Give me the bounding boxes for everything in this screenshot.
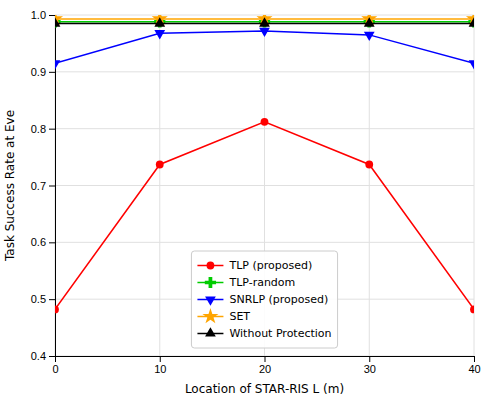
y-tick: 0.7 xyxy=(31,180,55,192)
legend-label: SET xyxy=(229,310,250,323)
y-tick: 1.0 xyxy=(31,9,55,21)
y-tick: 0.4 xyxy=(31,350,55,362)
x-axis-line xyxy=(56,357,475,363)
y-tick-mark xyxy=(49,356,55,357)
series-marker xyxy=(55,60,60,69)
legend-swatch-marker xyxy=(207,262,215,270)
x-tick: 40 xyxy=(468,356,480,375)
grid xyxy=(55,15,474,356)
legend: TLP (proposed) TLP-random SNRLP (proposed)… xyxy=(191,251,337,348)
series-marker xyxy=(259,28,270,37)
grid-line-y xyxy=(55,185,474,186)
series-marker xyxy=(154,30,165,39)
y-tick: 0.8 xyxy=(31,123,55,135)
y-tick: 0.9 xyxy=(31,66,55,78)
y-tick: 0.5 xyxy=(31,293,55,305)
legend-label: SNRLP (proposed) xyxy=(229,293,328,306)
y-tick: 0.6 xyxy=(31,236,55,248)
series-marker xyxy=(365,161,373,169)
series-marker xyxy=(364,32,375,41)
legend-item: TLP (proposed) xyxy=(197,259,312,272)
legend-swatch-marker xyxy=(205,296,216,305)
x-tick-label: 0 xyxy=(52,363,58,375)
legend-item: Without Protection xyxy=(197,327,331,340)
grid-line-y xyxy=(55,128,474,129)
series-marker xyxy=(156,161,164,169)
x-tick-mark xyxy=(265,356,266,362)
x-tick-label: 20 xyxy=(259,363,271,375)
y-tick-mark xyxy=(49,129,55,130)
x-tick: 10 xyxy=(154,356,166,375)
y-tick-mark xyxy=(49,186,55,187)
series-marker xyxy=(259,17,270,26)
series-marker xyxy=(469,60,474,69)
x-axis-title: Location of STAR-RIS L (m) xyxy=(185,382,344,396)
grid-line-y xyxy=(55,242,474,243)
y-axis-title: Task Success Rate at Eve xyxy=(3,110,17,262)
y-axis: 0.4 0.5 0.6 0.7 0.8 0.9 1.0 xyxy=(31,9,56,362)
x-axis: 0 10 20 30 40 xyxy=(52,356,480,375)
y-tick-label: 0.8 xyxy=(31,123,46,135)
x-tick: 20 xyxy=(259,356,271,375)
y-tick-label: 0.9 xyxy=(31,66,46,78)
x-tick-label: 30 xyxy=(364,363,376,375)
y-tick-label: 0.5 xyxy=(31,293,46,305)
y-tick-label: 1.0 xyxy=(31,9,46,21)
legend-item: TLP-random xyxy=(197,276,295,289)
legend-swatch-marker xyxy=(205,277,216,288)
x-tick-mark xyxy=(369,356,370,362)
legend-item: SNRLP (proposed) xyxy=(197,293,328,306)
y-axis-line xyxy=(49,16,56,357)
series-group xyxy=(55,15,474,313)
x-tick: 0 xyxy=(52,356,58,375)
series-marker xyxy=(261,118,269,126)
legend-swatch-marker xyxy=(205,327,216,336)
y-tick-mark xyxy=(49,15,55,16)
legend-item: SET xyxy=(197,308,250,323)
legend-box xyxy=(191,251,337,348)
series-marker xyxy=(470,305,474,313)
series-marker xyxy=(55,17,60,26)
x-tick-mark xyxy=(160,356,161,362)
series-line xyxy=(55,122,474,310)
legend-label: TLP-random xyxy=(228,276,295,289)
chart: 0 10 20 30 40 0.4 0.5 0.6 0.7 0.8 0.9 1.0 TLP (propo… xyxy=(0,0,492,401)
y-tick-mark xyxy=(49,242,55,243)
x-tick-mark xyxy=(474,356,475,362)
series-marker xyxy=(469,17,474,26)
legend-swatch-marker xyxy=(202,308,218,323)
series-marker xyxy=(55,305,59,313)
y-tick-label: 0.7 xyxy=(31,180,46,192)
grid-line-y xyxy=(55,71,474,72)
legend-label: Without Protection xyxy=(229,327,331,340)
y-tick-mark xyxy=(49,72,55,73)
plot: 0 10 20 30 40 0.4 0.5 0.6 0.7 0.8 0.9 1.0 TLP (propo… xyxy=(31,9,482,375)
x-tick-label: 40 xyxy=(468,363,480,375)
x-tick-label: 10 xyxy=(154,363,166,375)
series-marker xyxy=(154,17,165,26)
x-tick: 30 xyxy=(364,356,376,375)
y-tick-mark xyxy=(49,299,55,300)
y-tick-label: 0.6 xyxy=(31,236,46,248)
y-tick-label: 0.4 xyxy=(31,350,46,362)
series-marker xyxy=(364,17,375,26)
legend-label: TLP (proposed) xyxy=(228,259,312,272)
